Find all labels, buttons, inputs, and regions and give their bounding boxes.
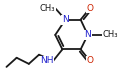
Text: O: O xyxy=(86,56,93,65)
Text: NH: NH xyxy=(40,56,53,65)
Text: CH₃: CH₃ xyxy=(40,4,55,13)
Text: CH₃: CH₃ xyxy=(102,30,117,39)
Text: N: N xyxy=(62,15,69,24)
Text: N: N xyxy=(84,30,91,39)
Text: O: O xyxy=(86,4,93,13)
